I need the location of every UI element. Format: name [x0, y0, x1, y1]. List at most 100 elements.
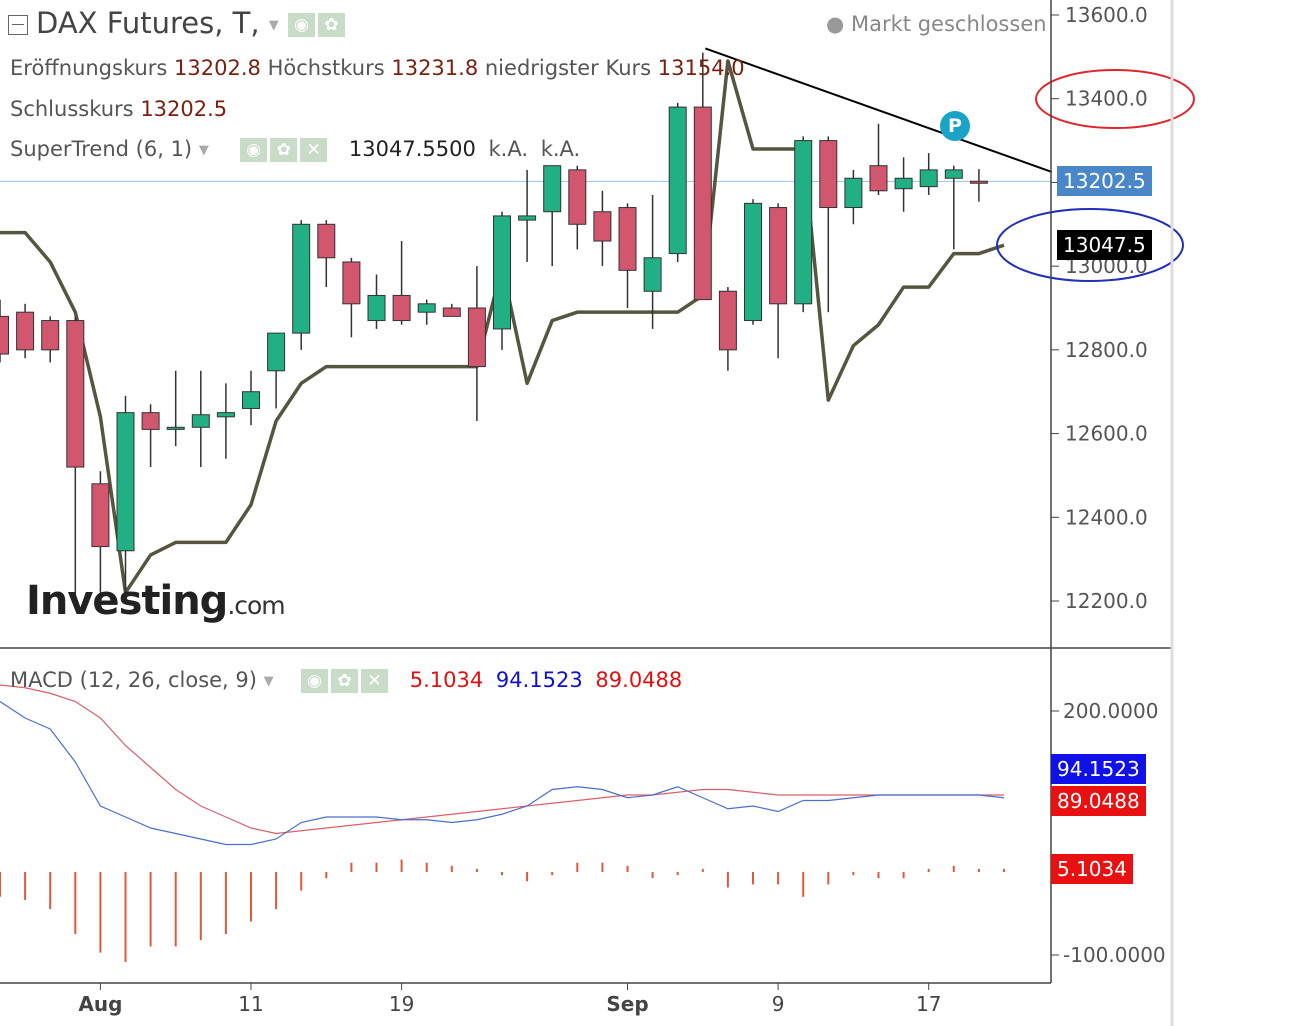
y-tick-label: 12400.0 [1065, 505, 1148, 529]
y-tick-label: 12800.0 [1065, 338, 1148, 362]
hist-price-tag: 5.1034 [1051, 854, 1133, 884]
red-ellipse-annotation [1035, 69, 1195, 129]
candle-body [969, 180, 988, 184]
candle-body [919, 169, 938, 188]
macd-price-tag: 94.1523 [1051, 754, 1146, 784]
event-marker-icon[interactable]: P [940, 111, 970, 141]
gear-icon[interactable]: ✿ [318, 13, 346, 37]
candle-body [568, 169, 587, 225]
open-label: Eröffnungskurs [10, 56, 168, 80]
candle-body [944, 169, 963, 179]
market-status: ● Markt geschlossen [826, 12, 1047, 36]
event-marker-label: P [948, 115, 962, 137]
candle-body [417, 303, 436, 313]
investing-logo: Investing.com [26, 578, 286, 624]
logo-suffix: .com [227, 591, 285, 620]
candle-body [769, 207, 788, 305]
y-tick-label: 12600.0 [1065, 422, 1148, 446]
candle-body [794, 140, 813, 305]
macd-signal-value: 89.0488 [595, 668, 683, 692]
ohlc-row: Eröffnungskurs 13202.8 Höchstkurs 13231.… [10, 56, 745, 80]
candle-body [493, 215, 511, 330]
y-tick-label: 13600.0 [1065, 3, 1148, 27]
candle-body [317, 223, 336, 259]
macd-label: MACD (12, 26, close, 9) [10, 668, 257, 692]
gear-icon[interactable]: ✿ [270, 138, 298, 162]
candle-body [718, 290, 737, 351]
supertrend-price-tag: 13047.5 [1057, 230, 1152, 260]
low-label: niedrigster Kurs [484, 56, 652, 80]
candle-body [267, 332, 286, 372]
candle-body [618, 207, 637, 271]
candle-body [342, 261, 361, 305]
high-label: Höchstkurs [267, 56, 385, 80]
supertrend-na-2: k.A. [540, 137, 581, 161]
candle-body [91, 483, 110, 548]
candle-body [744, 202, 762, 322]
candle-body [819, 140, 838, 209]
chart-header: DAX Futures, T, ▼ ◉ ✿ [8, 6, 348, 40]
visibility-icon[interactable]: ◉ [240, 138, 268, 162]
close-label: Schlusskurs [10, 97, 134, 121]
macd-y-tick-label: 200.0000 [1063, 699, 1158, 723]
candle-body [467, 307, 486, 368]
candle-body [216, 412, 235, 418]
x-tick-label: 11 [238, 992, 263, 1016]
status-dot-icon: ● [826, 12, 845, 36]
x-tick-label: Aug [78, 992, 122, 1016]
open-value: 13202.8 [174, 56, 261, 80]
candle-body [292, 223, 311, 334]
axis-layer: 13600.013400.013200.013000.012800.012600… [0, 0, 1174, 1026]
supertrend-label: SuperTrend (6, 1) [10, 137, 193, 161]
visibility-icon[interactable]: ◉ [288, 13, 316, 37]
price-panel [0, 47, 1195, 601]
visibility-icon[interactable]: ◉ [301, 669, 329, 693]
candle-body [643, 257, 662, 292]
candle-body [844, 177, 863, 209]
status-label: Markt geschlossen [851, 12, 1047, 36]
candle-body [41, 320, 60, 351]
candle-body [0, 315, 9, 355]
x-tick-label: Sep [606, 992, 648, 1016]
candle-body [191, 414, 210, 428]
candle-body [367, 294, 386, 322]
collapse-icon[interactable] [8, 15, 28, 35]
low-value: 13154.0 [657, 56, 745, 80]
y-tick-label: 12200.0 [1065, 589, 1148, 613]
candle-body [593, 211, 612, 242]
y-tick-label: 13400.0 [1065, 87, 1148, 111]
candle-body [668, 106, 687, 255]
blue-ellipse-annotation [996, 208, 1184, 282]
macd-legend: MACD (12, 26, close, 9) ▼ ◉ ✿ ✕ 5.1034 94.… [10, 668, 682, 693]
chevron-down-icon[interactable]: ▼ [198, 142, 209, 158]
instrument-title: DAX Futures, T, [36, 6, 260, 40]
logo-text: Investing [26, 578, 228, 624]
candle-body [66, 320, 85, 468]
candle-body [392, 294, 411, 322]
macd-hist-value: 5.1034 [409, 668, 484, 692]
high-value: 13231.8 [391, 56, 479, 80]
candle-body [16, 311, 35, 351]
signal-price-tag: 89.0488 [1051, 786, 1146, 816]
macd-line-value: 94.1523 [495, 668, 583, 692]
close-icon[interactable]: ✕ [300, 138, 328, 162]
last-price-tag: 13202.5 [1057, 166, 1152, 196]
macd-line [0, 700, 1005, 846]
candle-body [242, 391, 260, 409]
close-row: Schlusskurs 13202.5 [10, 97, 227, 121]
candle-body [166, 426, 185, 430]
supertrend-value: 13047.5500 [348, 137, 476, 161]
chevron-down-icon[interactable]: ▼ [263, 673, 274, 689]
supertrend-legend: SuperTrend (6, 1) ▼ ◉ ✿ ✕ 13047.5500 k.A. … [10, 137, 580, 162]
chevron-down-icon[interactable]: ▼ [268, 17, 279, 33]
candle-body [869, 165, 888, 192]
candle-body [141, 412, 160, 430]
close-icon[interactable]: ✕ [361, 669, 389, 693]
close-value: 13202.5 [140, 97, 228, 121]
gear-icon[interactable]: ✿ [331, 669, 359, 693]
macd-panel [0, 684, 1005, 962]
candle-body [693, 106, 712, 301]
x-tick-label: 19 [389, 992, 414, 1016]
macd-signal-line [0, 684, 1004, 835]
candle-body [442, 307, 461, 317]
